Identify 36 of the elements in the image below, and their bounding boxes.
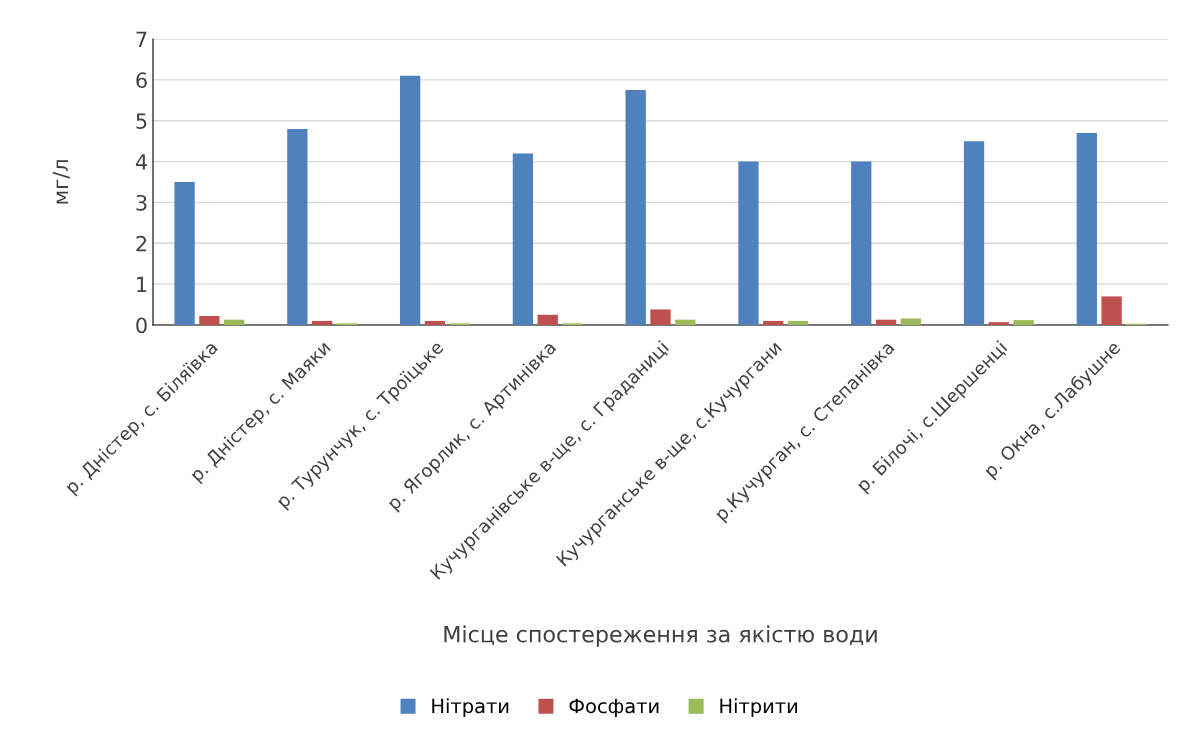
- y-tick-label: 3: [136, 194, 147, 211]
- bar: [174, 182, 195, 325]
- bar: [1076, 132, 1097, 325]
- bar: [1013, 320, 1034, 325]
- legend-label: Нітрати: [432, 698, 509, 718]
- bar: [675, 319, 696, 325]
- bar: [763, 320, 784, 325]
- legend-label: Фосфати: [569, 698, 659, 718]
- bar: [537, 314, 558, 325]
- y-tick-label: 7: [136, 31, 147, 47]
- bar: [512, 153, 534, 325]
- bar: [312, 320, 333, 325]
- bar: [851, 161, 872, 325]
- x-axis-title: Місце спостереження за якістю води: [444, 625, 877, 647]
- bar: [900, 318, 922, 325]
- y-tick-label: 4: [135, 154, 147, 170]
- y-tick-label: 0: [136, 317, 147, 334]
- y-tick-label: 1: [137, 276, 147, 293]
- y-tick-label: 6: [136, 72, 147, 89]
- bar: [738, 161, 759, 325]
- y-axis-title: мг/л: [52, 160, 70, 204]
- bar: [875, 319, 897, 325]
- bar: [988, 322, 1009, 325]
- bar: [650, 309, 671, 325]
- bar: [424, 320, 446, 325]
- bar: [1101, 296, 1122, 325]
- bar: [224, 319, 245, 325]
- bar: [963, 141, 985, 325]
- bar: [399, 75, 421, 325]
- bar: [199, 316, 220, 325]
- bar: [287, 128, 308, 325]
- y-tick-label: 5: [136, 113, 147, 129]
- bar: [625, 90, 646, 325]
- bar: [787, 320, 809, 325]
- y-tick-label: 2: [136, 235, 147, 252]
- legend-label: Нітрити: [720, 698, 797, 718]
